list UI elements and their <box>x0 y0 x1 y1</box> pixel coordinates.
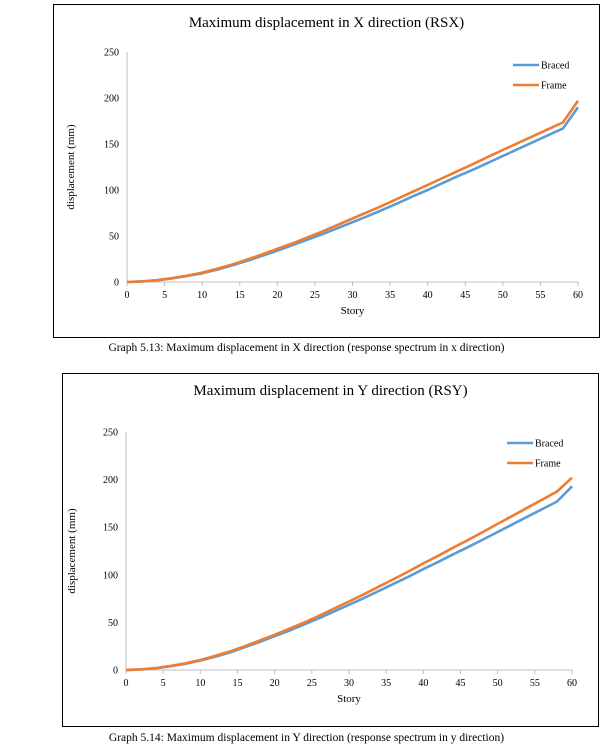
y-tick-label: 100 <box>104 186 119 197</box>
legend-label-braced: Braced <box>535 439 563 450</box>
x-tick-label: 15 <box>233 678 243 689</box>
x-tick-label: 55 <box>530 678 540 689</box>
y-tick-label: 150 <box>104 140 119 151</box>
chart-x-svg: 0 50 100 150 200 250 0 5 10 15 20 25 30 35 40 45 50 55 60 S… <box>65 48 583 318</box>
y-axis-label: displacement (mm) <box>66 508 78 594</box>
x-tick-label: 45 <box>460 290 470 301</box>
series-line-braced <box>126 106 580 284</box>
x-tick-label: 20 <box>270 678 280 689</box>
legend-label-braced: Braced <box>541 61 569 72</box>
x-tick-label: 30 <box>348 290 358 301</box>
caption-graph-5-14: Graph 5.14: Maximum displacement in Y di… <box>108 732 505 744</box>
y-tick-label: 250 <box>104 48 119 59</box>
x-tick-label: 40 <box>418 678 428 689</box>
y-tick-label: 150 <box>103 523 118 534</box>
chart-title-x: Maximum displacement in X direction (RSX… <box>188 15 465 31</box>
x-tick-label: 5 <box>162 290 167 301</box>
x-tick-label: 20 <box>272 290 282 301</box>
x-tick-label: 35 <box>385 290 395 301</box>
x-tick-label: 0 <box>124 678 129 689</box>
legend-label-frame: Frame <box>541 81 567 92</box>
x-tick-label: 10 <box>197 290 207 301</box>
x-tick-label: 60 <box>567 678 577 689</box>
x-tick-label: 0 <box>125 290 130 301</box>
x-tick-label: 50 <box>493 678 503 689</box>
chart-panel-x: Maximum displacement in X direction (RSX… <box>53 4 600 338</box>
x-axis-label: Story <box>341 305 365 317</box>
y-tick-label: 200 <box>103 475 118 486</box>
x-tick-label: 30 <box>344 678 354 689</box>
chart-panel-y: Maximum displacement in Y direction (RSY… <box>62 373 599 727</box>
x-tick-label: 60 <box>573 290 583 301</box>
x-tick-label: 40 <box>423 290 433 301</box>
y-tick-label: 0 <box>114 278 119 289</box>
y-tick-label: 200 <box>104 94 119 105</box>
y-axis-label: displacement (mm) <box>65 124 77 210</box>
caption-graph-5-13: Graph 5.13: Maximum displacement in X di… <box>108 342 505 354</box>
x-tick-label: 45 <box>456 678 466 689</box>
x-tick-label: 25 <box>307 678 317 689</box>
chart-y-svg: 0 50 100 150 200 250 0 5 10 15 20 25 30 35 40 45 50 55 60 S… <box>66 428 577 706</box>
series-line-frame <box>125 476 573 672</box>
y-tick-label: 100 <box>103 570 118 581</box>
chart-title-y: Maximum displacement in Y direction (RSY… <box>193 383 468 399</box>
series-line-braced <box>125 485 573 672</box>
y-tick-label: 250 <box>103 428 118 439</box>
x-tick-label: 55 <box>535 290 545 301</box>
x-tick-label: 15 <box>235 290 245 301</box>
x-axis-label: Story <box>337 693 361 705</box>
x-tick-label: 5 <box>161 678 166 689</box>
x-tick-label: 10 <box>195 678 205 689</box>
y-tick-label: 0 <box>113 666 118 677</box>
x-tick-label: 25 <box>310 290 320 301</box>
x-tick-label: 50 <box>498 290 508 301</box>
x-tick-label: 35 <box>381 678 391 689</box>
y-tick-label: 50 <box>109 232 119 243</box>
y-tick-label: 50 <box>108 618 118 629</box>
series-line-frame <box>126 100 580 284</box>
legend-label-frame: Frame <box>535 459 561 470</box>
